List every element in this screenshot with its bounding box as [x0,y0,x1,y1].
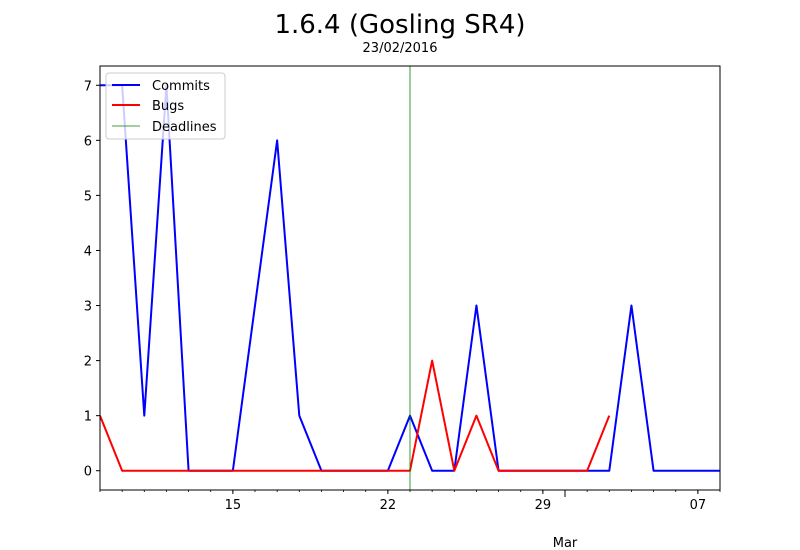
legend-label-deadlines: Deadlines [152,120,217,135]
x-tick-label: 15 [225,498,242,513]
legend-label-commits: Commits [152,79,210,94]
legend-label-bugs: Bugs [152,99,184,114]
y-tick-label: 6 [84,134,92,149]
series-line-bugs [100,359,611,472]
y-tick-label: 2 [84,355,92,370]
legend: Commits Bugs Deadlines [105,72,226,140]
axes: 0 1 2 3 4 5 6 7 15 22 29 07 Mar [84,65,721,550]
y-tick-label: 7 [84,79,92,94]
x-month-label: Mar [553,536,578,550]
x-tick-label: 22 [380,498,397,513]
y-tick-label: 0 [84,465,92,480]
x-tick-label: 07 [690,498,707,513]
chart-subtitle: 23/02/2016 [363,41,438,56]
chart-title: 1.6.4 (Gosling SR4) [274,10,525,40]
plot-area [100,66,720,490]
y-tick-label: 4 [84,244,92,259]
x-tick-label: 29 [535,498,552,513]
y-tick-label: 3 [84,300,92,315]
y-tick-label: 1 [84,410,92,425]
legend-box [105,72,226,140]
y-tick-label: 5 [84,189,92,204]
